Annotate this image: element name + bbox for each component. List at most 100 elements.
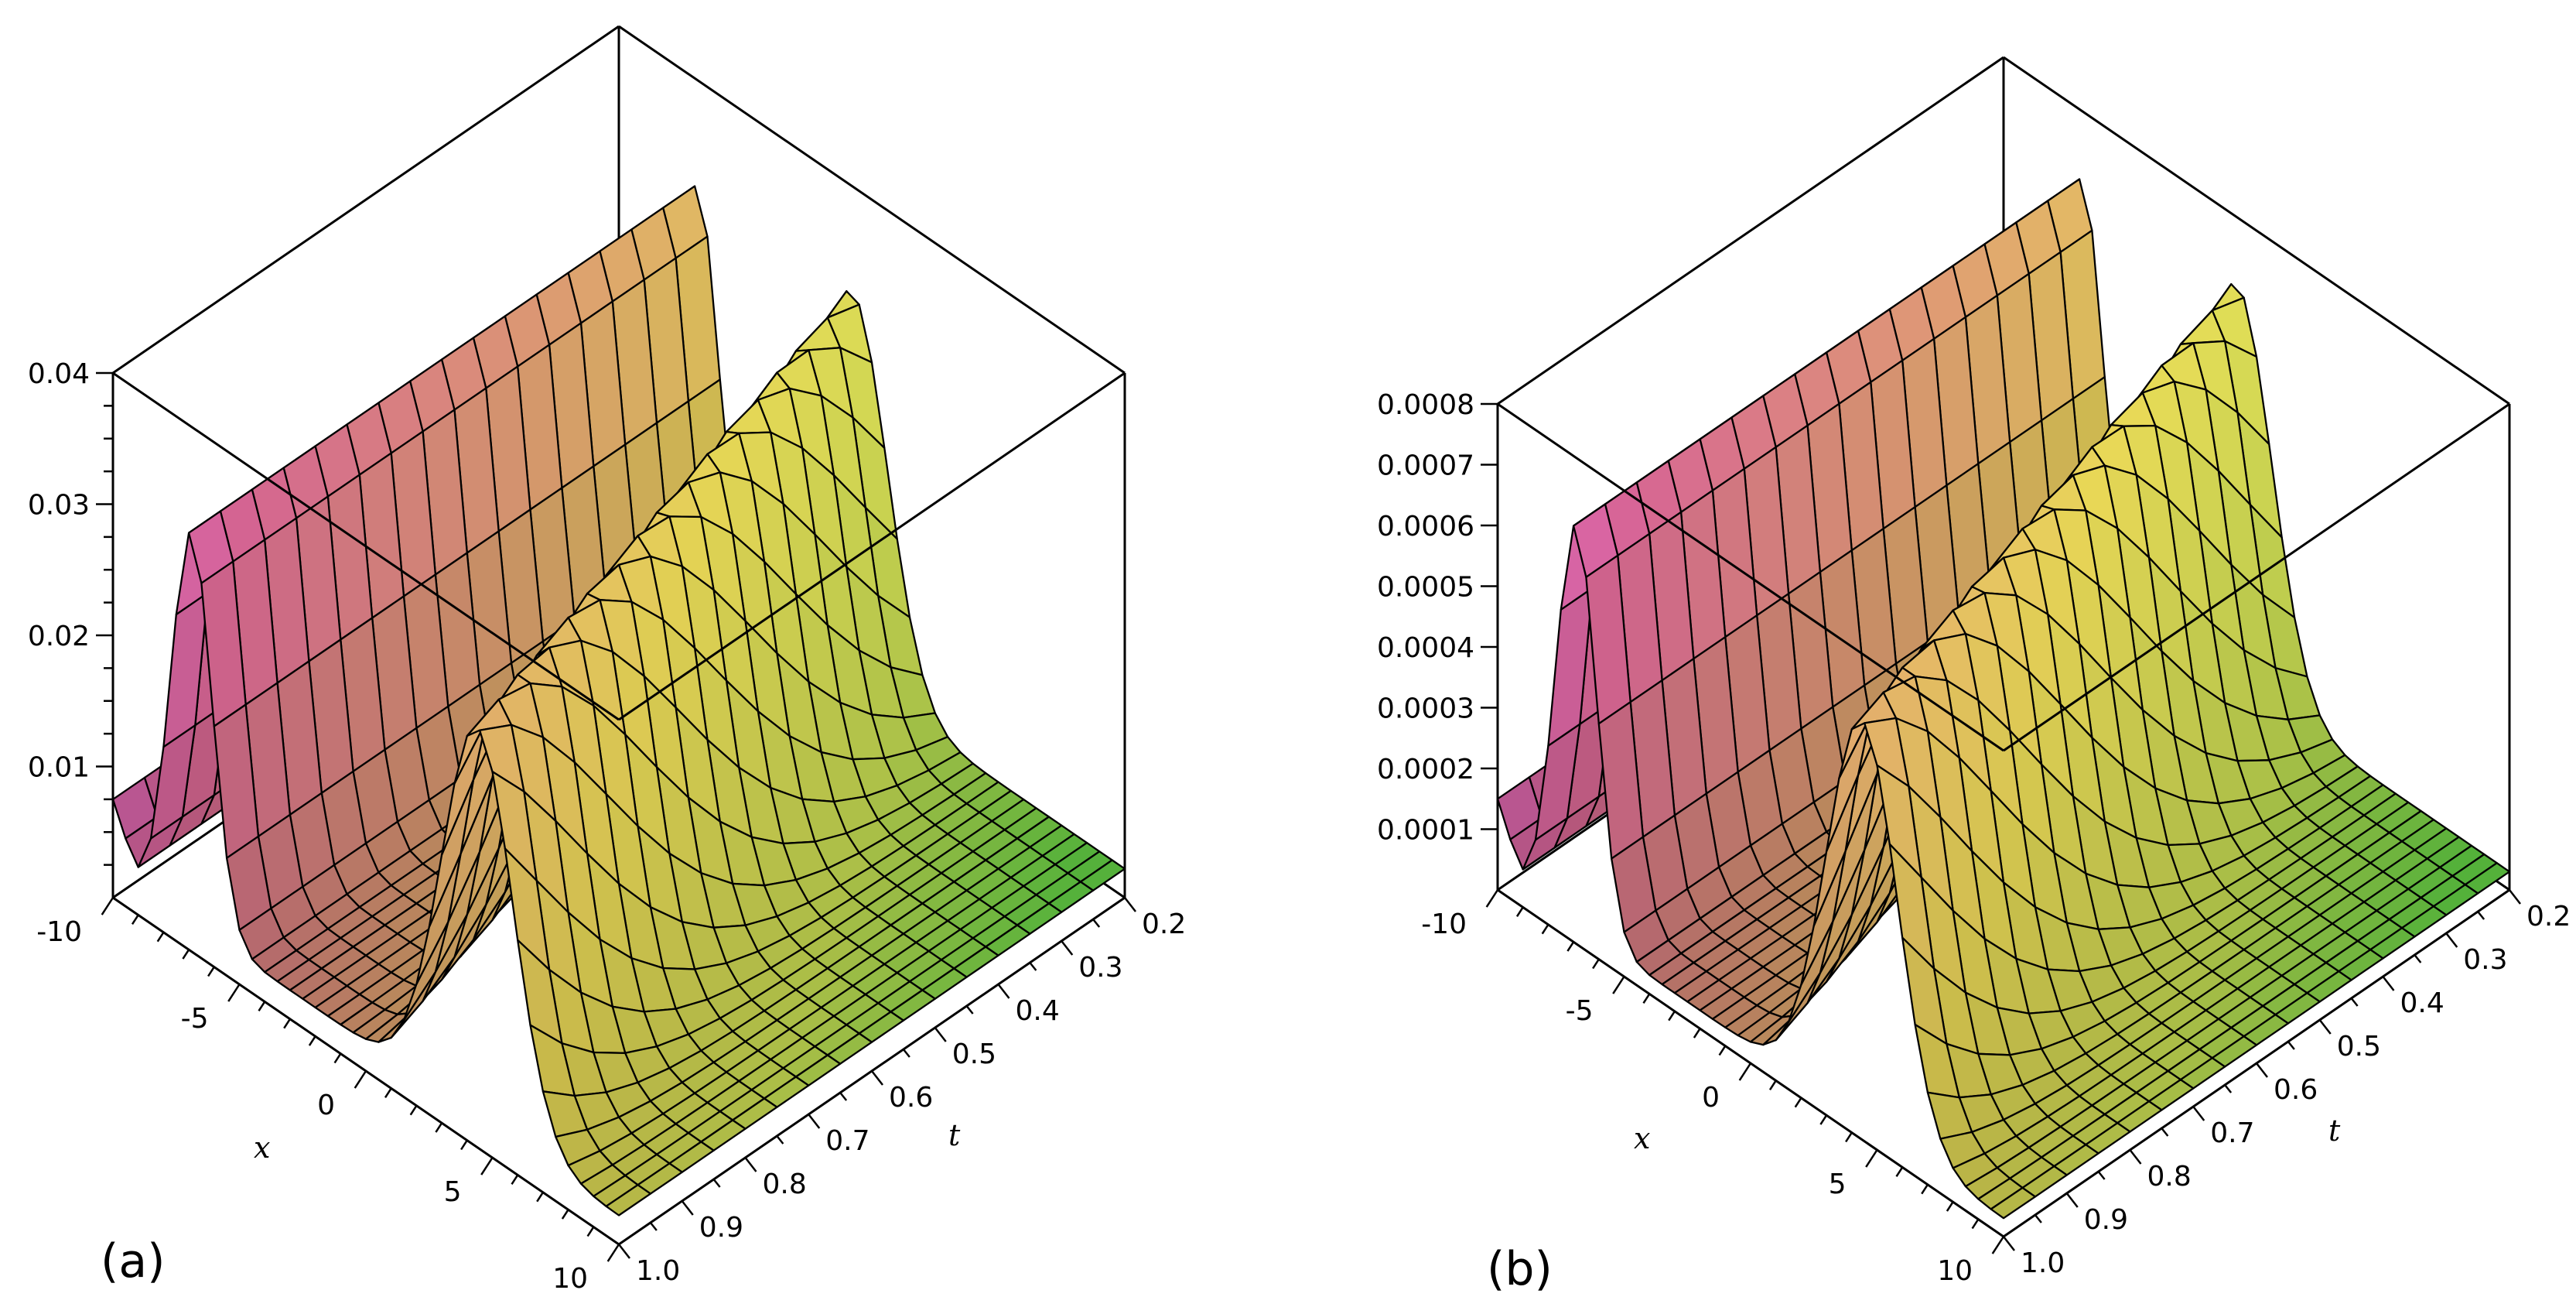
t-minor-tick: [2224, 1084, 2233, 1093]
x-minor-tick: [384, 1087, 392, 1098]
x-minor-tick: [435, 1122, 443, 1133]
x-minor-tick: [1895, 1166, 1904, 1177]
panel-label: (b): [1487, 1242, 1553, 1296]
z-tick-label: 0.02: [28, 621, 90, 652]
t-major-tick: [2318, 1019, 2332, 1035]
x-minor-tick: [1946, 1201, 1954, 1212]
x-minor-tick: [561, 1209, 569, 1220]
panel-b: 0.0001 0.0002 0.0003 0.0004 0.0005 0.0006 0.00…: [1377, 56, 2571, 1296]
x-minor-tick: [1718, 1045, 1727, 1056]
z-tick-label: 0.0007: [1377, 450, 1474, 482]
surface-mesh: [111, 185, 1126, 1216]
t-minor-tick: [2477, 911, 2485, 920]
x-minor-tick: [1921, 1184, 1929, 1195]
t-tick-label: 0.7: [825, 1125, 869, 1157]
t-major-tick: [2509, 889, 2521, 905]
t-tick-label: 0.6: [889, 1082, 933, 1114]
x-minor-tick: [1592, 958, 1600, 970]
t-major-tick: [1061, 940, 1074, 956]
box-edge: [1497, 402, 2004, 752]
z-tick-label: 0.0005: [1377, 572, 1474, 604]
x-major-tick: [1612, 976, 1625, 994]
x-major-tick: [1485, 889, 1499, 908]
box-edge: [1497, 56, 2004, 405]
t-major-tick: [744, 1157, 757, 1172]
t-axis: 0.2 0.3 0.4 0.5 0.6 0.7 0.8 0.9 1.0: [2003, 889, 2571, 1279]
t-tick-label: 0.3: [2463, 944, 2507, 976]
x-minor-tick: [409, 1105, 418, 1116]
z-axis: 0.0001 0.0002 0.0003 0.0004 0.0005 0.0006 0.00…: [1377, 389, 1498, 847]
x-tick-label: 5: [444, 1176, 462, 1208]
t-minor-tick: [2097, 1171, 2106, 1180]
t-minor-tick: [712, 1179, 721, 1188]
t-minor-tick: [902, 1049, 910, 1058]
x-major-tick: [606, 1244, 620, 1262]
t-tick-label: 0.3: [1078, 952, 1122, 984]
t-major-tick: [681, 1200, 694, 1216]
x-tick-label: 0: [1702, 1082, 1720, 1114]
x-minor-tick: [1642, 993, 1651, 1004]
t-major-tick: [618, 1244, 630, 1259]
t-major-tick: [1124, 897, 1136, 912]
t-major-tick: [934, 1027, 947, 1042]
x-major-tick: [1738, 1062, 1752, 1081]
x-minor-tick: [131, 914, 139, 925]
box-edge: [2003, 56, 2510, 405]
t-tick-label: 0.8: [2147, 1161, 2192, 1193]
x-major-tick: [1991, 1236, 2005, 1254]
x-minor-tick: [1541, 924, 1549, 935]
t-tick-label: 0.8: [763, 1169, 807, 1200]
x-minor-tick: [207, 966, 215, 977]
x-minor-tick: [1819, 1114, 1828, 1125]
x-tick-label: 0: [317, 1090, 335, 1121]
t-minor-tick: [776, 1135, 784, 1145]
x-tick-label: -5: [181, 1003, 209, 1035]
x-minor-tick: [460, 1139, 468, 1151]
x-axis-label: x: [254, 1131, 270, 1165]
t-minor-tick: [1092, 919, 1101, 928]
t-tick-label: 0.5: [2337, 1031, 2381, 1062]
t-tick-label: 0.9: [2084, 1204, 2128, 1236]
t-major-tick: [871, 1070, 883, 1086]
x-minor-tick: [1794, 1097, 1802, 1108]
x-axis: -10 -5 0 5 10: [1421, 889, 2005, 1287]
z-tick-label: 0.0003: [1377, 693, 1474, 725]
x-tick-label: 10: [1937, 1255, 1973, 1287]
x-minor-tick: [511, 1174, 519, 1185]
t-tick-label: 0.4: [2400, 987, 2444, 1019]
t-axis: 0.2 0.3 0.4 0.5 0.6 0.7 0.8 0.9 1.0: [618, 897, 1186, 1287]
x-minor-tick: [1566, 941, 1575, 952]
t-major-tick: [2065, 1193, 2079, 1208]
panel-label: (a): [101, 1234, 166, 1288]
x-major-tick: [227, 984, 241, 1002]
t-minor-tick: [839, 1092, 848, 1101]
t-tick-label: 0.4: [1016, 995, 1060, 1027]
t-minor-tick: [1029, 962, 1037, 971]
x-minor-tick: [586, 1226, 595, 1237]
t-minor-tick: [2034, 1214, 2042, 1223]
t-major-tick: [2192, 1106, 2205, 1121]
x-axis: -10 -5 0 5 10: [36, 897, 620, 1295]
surface-patch: [605, 1184, 652, 1216]
box-edge: [618, 25, 1126, 375]
x-tick-label: 5: [1829, 1169, 1847, 1200]
t-major-tick: [2003, 1236, 2015, 1251]
t-major-tick: [2129, 1149, 2142, 1165]
x-minor-tick: [1971, 1218, 1980, 1230]
z-tick-label: 0.0002: [1377, 754, 1474, 785]
x-major-tick: [1865, 1149, 1878, 1168]
t-minor-tick: [2287, 1041, 2295, 1050]
t-tick-label: 0.5: [952, 1039, 996, 1070]
box-edge: [112, 25, 620, 375]
z-axis: 0.01 0.02 0.03 0.04: [28, 358, 113, 866]
x-minor-tick: [1668, 1011, 1676, 1021]
x-tick-label: -10: [1421, 909, 1467, 940]
t-tick-label: 0.7: [2210, 1117, 2254, 1149]
x-minor-tick: [1693, 1028, 1701, 1039]
x-major-tick: [480, 1157, 494, 1175]
t-major-tick: [2445, 932, 2458, 948]
x-minor-tick: [1768, 1080, 1777, 1090]
t-minor-tick: [2350, 997, 2359, 1007]
